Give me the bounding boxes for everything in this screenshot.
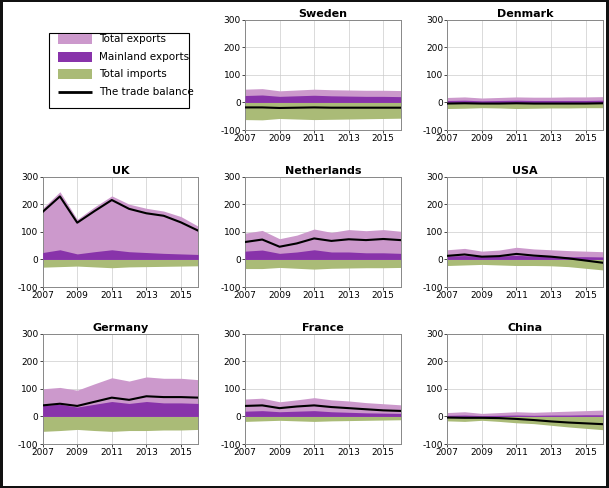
Title: Netherlands: Netherlands: [284, 166, 361, 176]
Title: Denmark: Denmark: [497, 9, 554, 19]
Title: Sweden: Sweden: [298, 9, 347, 19]
Bar: [58, 34, 93, 44]
Text: Total imports: Total imports: [99, 69, 166, 79]
Title: UK: UK: [111, 166, 129, 176]
Title: USA: USA: [512, 166, 538, 176]
Title: China: China: [507, 323, 543, 333]
Title: Germany: Germany: [93, 323, 149, 333]
Text: The trade balance: The trade balance: [99, 87, 194, 97]
Bar: [58, 69, 93, 79]
Text: Mainland exports: Mainland exports: [99, 52, 189, 61]
Bar: [58, 52, 93, 61]
Title: France: France: [302, 323, 343, 333]
Text: Total exports: Total exports: [99, 34, 166, 44]
